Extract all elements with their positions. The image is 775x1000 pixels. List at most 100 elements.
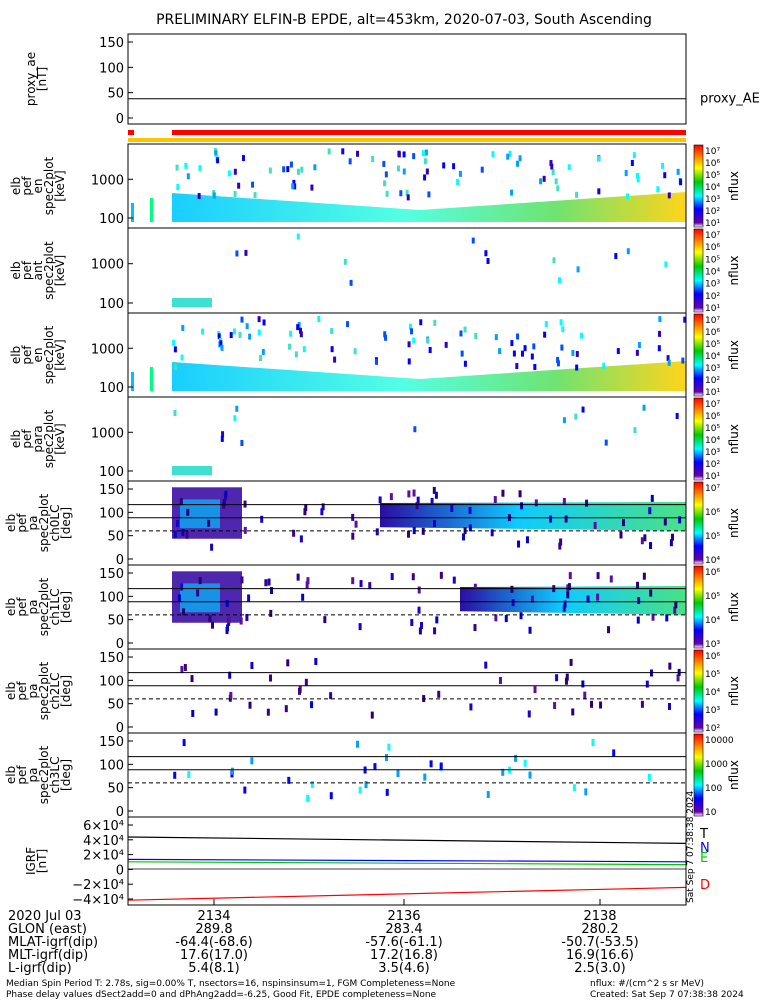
spectrum-streak [150,367,153,391]
pa-pixel [621,519,625,527]
pa-pixel [185,531,189,539]
pa-pixel [226,624,230,632]
pa-pixel [417,606,421,614]
spectrum-pixel [201,328,205,335]
spectrum-pixel [233,191,237,198]
spectrum-pixel [293,183,297,190]
panel-frame [127,33,687,125]
colorbar-tick: 10⁷ [705,316,720,326]
pa-pixel [207,519,211,527]
spectrum-pixel [219,340,223,347]
spectrum-pixel [539,178,543,185]
igrf-legend-E: E [700,851,708,866]
ylabel-line: ch1LC [48,589,62,626]
spectrum-pixel [532,343,536,350]
ylabel-line: spec2plot [37,493,51,552]
spectrum-pixel [296,168,300,175]
pa-pixel [292,529,296,537]
igrf-legend-T: T [699,827,708,842]
colorbar-tick: 10⁶ [705,568,720,578]
colorbar-tick: 10³ [705,640,720,650]
colorbar-tick: 10⁷ [705,400,720,410]
spectrum-pixel [635,349,639,356]
spectrum-pixel [261,349,265,356]
colorbar-tick: 10³ [705,280,720,290]
colorbar [693,481,704,565]
glon-value: 280.2 [581,922,618,937]
panel-ylabel: proxy_ae[nT] [24,52,49,106]
spectrum-pixel [510,340,514,347]
colorbar-tick: 10³ [705,364,720,374]
spectrum-pixel [544,321,548,328]
spectrum-pixel [556,360,560,367]
igrf-stamp: Sat Sep 7 07:38:38 2024 [686,791,696,903]
spectrum-pixel [458,170,462,177]
ylabel-line: elb [4,682,18,700]
spectrum-pixel [661,162,665,169]
colorbar [693,565,704,649]
colorbar-tick: 10⁴ [705,436,720,446]
ylabel-line: pef [20,260,34,280]
spectrum-streak [131,372,134,391]
spectrum-pixel [176,184,180,191]
spectrum-pixel [402,168,406,175]
spectrum-pixel [510,189,514,196]
colorbar-tick: 10¹ [705,304,720,314]
spectrum-pixel [299,331,303,338]
pa-pixel [267,578,271,586]
pa-pixel [247,594,251,602]
spectrum-pixel [212,192,216,199]
pa-pixel [240,576,244,584]
pa-pixel [437,690,441,698]
spectrum-pixel [456,178,460,185]
pa-pixel [581,680,585,688]
spectrum-pixel [515,160,519,167]
colorbar-tick: 10⁵ [705,255,720,265]
pa-pixel [534,499,538,507]
footer-line-2: Phase delay values dSect2add=0 and dPhAn… [6,990,437,1000]
spectrum-pixel [459,330,463,337]
pa-pixel [596,593,600,601]
pa-pixel [527,710,531,718]
time-tick-1: 2134 [197,909,230,924]
ytick-label: 0 [116,805,124,820]
pa-pixel [486,791,490,799]
colorbar-tick: 10⁷ [705,147,720,157]
spectrum-pixel [198,165,202,172]
pa-pixel [180,583,184,591]
spectrum-pixel [580,332,584,339]
spectrum-pixel [349,279,353,286]
pa-pixel [585,499,589,507]
pa-pixel [354,520,358,528]
pa-pixel [214,708,218,716]
pa-pixel [468,524,472,532]
spectrum-pixel [251,181,255,188]
ylabel-line: pef [15,597,29,617]
pa-pixel [416,496,420,504]
spectrum-pixel [664,261,668,268]
ylabel-line: [keV] [53,423,67,454]
pa-pixel [549,515,553,523]
pa-pixel [248,701,252,709]
pa-pixel [411,573,415,581]
colorbar [693,397,704,481]
spectrum-pixel [257,316,261,323]
pa-pixel [572,784,576,792]
ytick-label: 1000 [91,173,124,188]
spectrum-pixel [515,363,519,370]
spectrum-pixel [184,162,188,169]
pa-pixel [494,614,498,622]
pa-pixel [186,508,190,516]
ylabel-line: pa [26,600,40,615]
pa-pixel [228,671,232,679]
colorbar-tick: 10⁷ [705,484,720,494]
pa-pixel [530,595,534,603]
pa-pixel [329,692,333,700]
pa-pixel [415,502,419,510]
colorbar-tick: 10⁶ [705,508,720,518]
pa-pixel [389,493,393,501]
